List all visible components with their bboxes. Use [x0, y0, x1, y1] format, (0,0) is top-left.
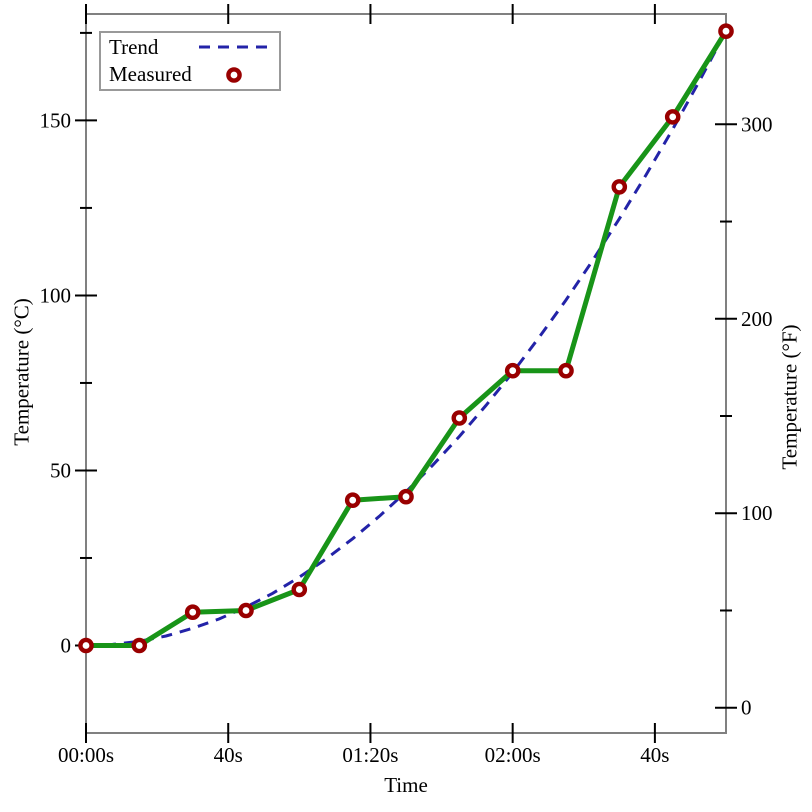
- measured-point: [611, 179, 628, 195]
- right-axis-title: Temperature (°F): [777, 324, 802, 470]
- measured-point: [238, 602, 254, 619]
- measured-point: [398, 488, 414, 505]
- x-axis-title: Time: [384, 773, 428, 797]
- measured-point: [664, 109, 681, 125]
- y-right-tick-label: 300: [741, 112, 773, 136]
- legend-item-trend: Trend: [101, 34, 279, 61]
- trend-line: [85, 30, 728, 647]
- legend-item-measured: Measured: [101, 61, 279, 88]
- y-left-tick-label: 0: [61, 633, 72, 657]
- measured-point: [78, 637, 94, 654]
- measured-point: [184, 604, 201, 621]
- x-tick-label: 00:00s: [58, 743, 114, 767]
- legend-label-measured: Measured: [109, 62, 192, 87]
- y-left-tick-label: 150: [40, 108, 72, 132]
- measured-marker-icon: [226, 67, 242, 83]
- measured-point: [291, 581, 308, 598]
- measured-point: [451, 410, 468, 426]
- x-tick-label: 01:20s: [342, 743, 398, 767]
- y-right-tick-label: 200: [741, 307, 773, 331]
- plot-frame: [85, 13, 727, 734]
- legend-label-trend: Trend: [109, 34, 159, 59]
- left-axis-title: Temperature (°C): [9, 298, 34, 446]
- measured-line: [83, 28, 729, 648]
- measured-point: [718, 23, 734, 40]
- legend: Trend Measured: [99, 31, 281, 91]
- measured-point: [558, 362, 574, 379]
- measured-point: [504, 362, 521, 379]
- x-tick-label: 40s: [214, 743, 243, 767]
- y-right-tick-label: 0: [741, 696, 752, 720]
- trend-dashed-line-icon: [199, 45, 269, 49]
- y-left-tick-label: 50: [50, 458, 71, 482]
- measured-point: [131, 637, 148, 654]
- x-tick-label: 40s: [640, 743, 669, 767]
- y-left-tick-label: 100: [40, 283, 72, 307]
- y-right-tick-label: 100: [741, 501, 773, 525]
- x-tick-label: 02:00s: [485, 743, 541, 767]
- measured-point: [344, 492, 361, 509]
